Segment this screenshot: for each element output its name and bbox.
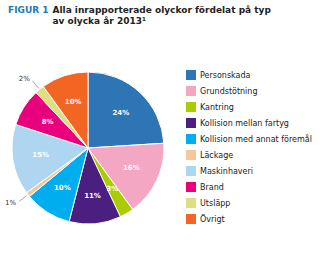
legend-item: Övrigt xyxy=(186,214,225,225)
legend-item: Personskada xyxy=(186,70,251,80)
data-label: 2% xyxy=(19,75,30,83)
legend-label: Kollision mellan fartyg xyxy=(200,119,289,128)
leader-line xyxy=(19,196,26,202)
legend-item: Brand xyxy=(186,182,224,192)
legend-item: Kollision mellan fartyg xyxy=(186,118,289,128)
legend-label: Maskinhaveri xyxy=(200,167,253,176)
legend-label: Brand xyxy=(200,183,224,192)
legend-item: Kantring xyxy=(186,102,234,112)
legend-label: Kollision med annat föremål xyxy=(200,134,312,144)
legend-item: Utsläpp xyxy=(186,198,230,208)
legend-swatch xyxy=(186,150,196,160)
slice xyxy=(43,72,88,148)
legend-swatch xyxy=(186,166,196,176)
data-label: 1% xyxy=(5,199,16,207)
data-label: 16% xyxy=(123,164,140,172)
data-label: 3% xyxy=(106,185,118,193)
legend-swatch xyxy=(186,198,196,208)
data-label: 11% xyxy=(84,192,101,200)
subtitle: Alla inrapporterade olyckor fördelat på … xyxy=(53,5,272,26)
legend-swatch xyxy=(186,214,196,224)
title: FIGUR 1 xyxy=(8,5,49,15)
data-label: 8% xyxy=(42,118,54,126)
legend-swatch xyxy=(186,102,196,112)
legend-label: Utsläpp xyxy=(200,199,230,208)
data-label: 15% xyxy=(32,151,49,159)
legend-swatch xyxy=(186,70,196,80)
legend-swatch xyxy=(186,118,196,128)
legend-item: Läckage xyxy=(186,150,233,160)
chart: FIGUR 1 Alla inrapporterade olyckor förde… xyxy=(0,0,334,260)
data-label: 10% xyxy=(54,184,71,192)
legend-swatch xyxy=(186,134,196,144)
legend-label: Kantring xyxy=(200,103,234,112)
legend: Personskada Grundstötning Kantring Kollisio… xyxy=(186,70,312,224)
data-label: 24% xyxy=(112,109,129,117)
leader-line xyxy=(33,81,39,88)
legend-label: Personskada xyxy=(200,71,251,80)
legend-item: Kollision med annat föremål xyxy=(186,134,312,145)
legend-label: Övrigt xyxy=(200,214,225,224)
legend-swatch xyxy=(186,86,196,96)
data-labels: 24% 16% 3% 11% 10% 1% 15% 8% 2% 10% xyxy=(5,75,140,207)
legend-swatch xyxy=(186,182,196,192)
legend-item: Maskinhaveri xyxy=(186,166,253,176)
legend-label: Grundstötning xyxy=(200,87,257,96)
legend-label: Läckage xyxy=(200,151,233,160)
data-label: 10% xyxy=(65,98,82,106)
legend-item: Grundstötning xyxy=(186,86,257,96)
pie xyxy=(12,72,164,224)
slice xyxy=(88,72,164,148)
